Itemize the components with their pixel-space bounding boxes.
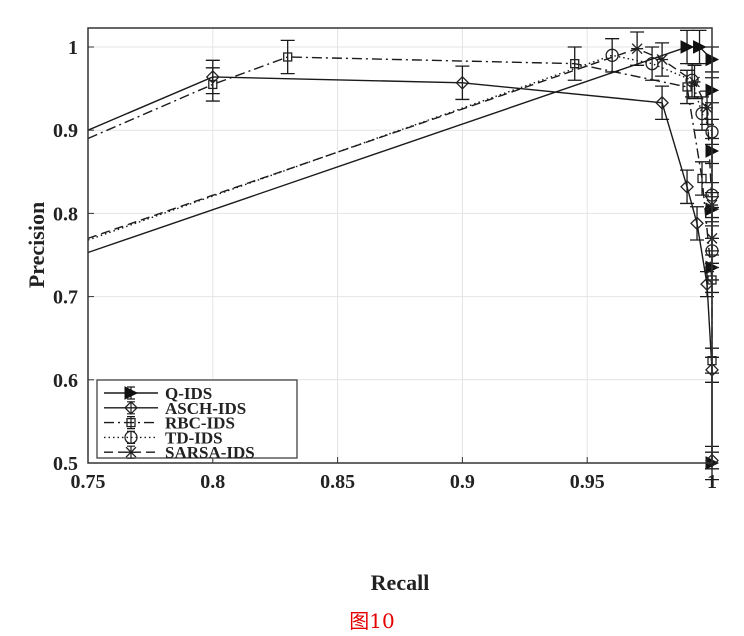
error-bar — [280, 39, 295, 75]
data-point-marker — [705, 453, 719, 468]
series-sarsa-ids — [87, 31, 719, 252]
error-bar — [645, 46, 660, 81]
data-point-marker — [685, 73, 699, 87]
legend-marker — [125, 446, 137, 458]
data-point-marker — [656, 54, 669, 65]
x-tick-label: 0.85 — [320, 471, 355, 493]
legend-label: TD-IDS — [165, 428, 223, 447]
x-tick-label: 0.95 — [570, 471, 605, 493]
error-bar — [690, 206, 705, 241]
legend-marker — [124, 400, 138, 415]
x-axis-label: Recall — [371, 570, 430, 595]
legend-label: Q-IDS — [165, 384, 212, 403]
error-bar — [655, 85, 670, 121]
y-axis-label: Precision — [24, 202, 49, 288]
y-tick-labels: 0.5 0.6 0.7 0.8 0.9 1 — [53, 37, 78, 475]
data-point-marker — [701, 102, 714, 114]
legend-label: SARSA-IDS — [165, 443, 255, 462]
x-tick-label: 0.75 — [71, 471, 106, 493]
x-tick-labels: 0.75 0.8 0.85 0.9 0.95 1 — [71, 471, 718, 493]
data-point-marker — [208, 79, 218, 90]
data-point-marker — [570, 58, 580, 69]
plot-frame — [87, 27, 713, 464]
series-td-ids — [87, 38, 719, 264]
data-point-marker — [631, 43, 644, 55]
data-point-marker — [283, 52, 293, 62]
data-point-marker — [680, 179, 694, 194]
data-point-marker — [655, 95, 669, 110]
series-line — [87, 56, 713, 361]
x-tick-label: 0.8 — [200, 471, 225, 493]
data-point-marker — [693, 40, 707, 54]
x-tick-label: 1 — [707, 471, 717, 493]
error-bar — [605, 38, 620, 73]
data-point-marker — [680, 40, 695, 54]
error-bar — [680, 169, 695, 205]
y-tick-label: 1 — [68, 37, 78, 59]
y-tick-label: 0.6 — [53, 370, 78, 392]
data-point-marker — [455, 75, 470, 90]
legend-label: RBC-IDS — [165, 414, 235, 433]
data-point-marker — [697, 173, 707, 184]
legend-marker — [124, 386, 139, 400]
x-tick-label: 0.9 — [450, 471, 475, 493]
data-point-marker — [690, 216, 704, 231]
data-point-marker — [700, 277, 714, 292]
legend-marker — [126, 417, 136, 428]
y-tick-label: 0.9 — [53, 120, 78, 142]
figure-caption: 图10 — [349, 609, 394, 633]
y-tick-label: 0.5 — [53, 453, 78, 475]
error-bar — [695, 161, 710, 196]
error-bar — [567, 46, 582, 81]
legend-marker — [124, 430, 138, 445]
error-bar — [455, 65, 470, 101]
y-tick-label: 0.7 — [53, 287, 78, 309]
error-bar — [205, 67, 220, 102]
y-tick-label: 0.8 — [53, 203, 78, 225]
series-line — [87, 54, 713, 251]
series-line — [87, 47, 713, 240]
legend-label: ASCH-IDS — [165, 399, 246, 418]
data-point-marker — [688, 76, 701, 88]
